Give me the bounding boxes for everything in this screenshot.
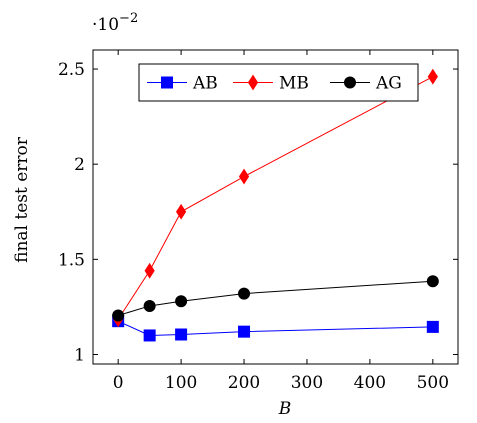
data-point-ab <box>238 325 251 338</box>
legend-entry-ab: AB <box>147 74 218 94</box>
series-line-mb <box>117 76 434 320</box>
x-tick-label: 300 <box>291 373 323 393</box>
y-tick-label: 2.5 <box>58 60 85 80</box>
y-tick-label: 2 <box>74 155 85 175</box>
data-point-ab <box>426 320 439 333</box>
x-tick-label: 0 <box>113 373 124 393</box>
series-ab <box>112 315 439 342</box>
legend-box <box>138 63 419 102</box>
x-tick-label: 100 <box>165 373 197 393</box>
series-line-ab <box>117 320 433 336</box>
x-tick-label: 500 <box>417 373 449 393</box>
data-point-mb <box>144 262 155 279</box>
series-ag <box>112 275 439 322</box>
data-point-mb <box>427 68 438 85</box>
axes: 0 100 200 300 400 500 1 1.5 2 2.5 <box>58 49 459 393</box>
y-multiplier-base: 10 <box>97 15 119 35</box>
data-point-ab <box>143 329 156 342</box>
x-tick-label: 400 <box>354 373 386 393</box>
data-point-ab <box>175 328 188 341</box>
legend-label: MB <box>279 74 309 94</box>
y-tick-label: 1.5 <box>58 250 85 270</box>
series-mb <box>113 68 438 328</box>
y-axis-label: final test error <box>12 136 32 263</box>
y-multiplier: ·10−2 <box>92 11 138 35</box>
data-point-ag <box>238 287 251 300</box>
data-point-ag <box>426 275 439 288</box>
legend-entry-mb: MB <box>233 74 309 94</box>
data-point-ag <box>112 309 125 322</box>
data-point-mb <box>176 203 187 220</box>
legend-label: AB <box>192 74 218 94</box>
series-layer <box>112 68 439 342</box>
series-line-ag <box>118 280 433 316</box>
x-tick-label: 200 <box>228 373 260 393</box>
legend-marker <box>344 76 356 89</box>
legend: AB MB AG <box>138 63 419 102</box>
legend-label: AG <box>375 74 402 94</box>
legend-entry-ag: AG <box>330 74 402 94</box>
legend-marker <box>161 76 173 89</box>
plot-frame <box>92 49 459 365</box>
data-point-ag <box>143 299 156 312</box>
y-multiplier-exp: −2 <box>119 11 138 26</box>
x-axis-label: B <box>278 399 292 419</box>
data-point-mb <box>238 168 250 185</box>
data-point-ag <box>175 295 188 308</box>
legend-marker <box>247 74 259 91</box>
y-tick-label: 1 <box>74 345 85 365</box>
